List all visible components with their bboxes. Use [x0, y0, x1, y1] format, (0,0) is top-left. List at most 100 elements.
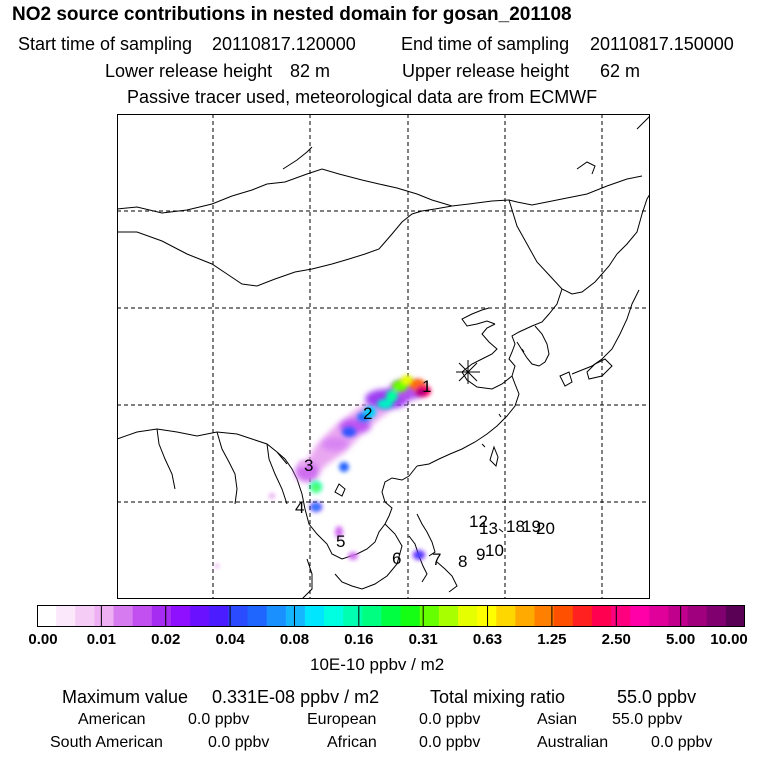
source-labels: 1 2 3 4 5 6 7 8 9 10 18 19 20 12 13	[295, 377, 555, 571]
colorbar-swatch	[534, 605, 555, 627]
colorbar-swatch	[37, 605, 57, 627]
source-label-6: 6	[392, 549, 401, 568]
source-label-1: 1	[422, 377, 431, 396]
concentration-colorbar	[36, 605, 746, 627]
colorbar-swatch	[113, 605, 134, 627]
colorbar-swatch	[496, 605, 516, 627]
colorbar-tick-label: 0.08	[279, 631, 310, 648]
colorbar-swatch	[515, 605, 536, 627]
colorbar-swatch	[343, 605, 363, 627]
coastlines	[117, 115, 650, 599]
total-mixing-value: 55.0 ppbv	[617, 687, 697, 707]
colorbar-tick-label: 10.00	[710, 631, 748, 648]
european-label: European	[307, 711, 377, 728]
source-label-5: 5	[336, 532, 345, 551]
end-time-label: End time of sampling	[401, 34, 570, 54]
colorbar-swatch	[649, 605, 669, 627]
colorbar-border	[37, 605, 745, 627]
colorbar-swatch	[630, 605, 650, 627]
colorbar-swatch	[190, 605, 210, 627]
no2-plume	[215, 375, 431, 568]
colorbar-swatch	[687, 605, 708, 627]
colorbar-swatch	[94, 605, 115, 627]
european-value: 0.0 ppbv	[419, 711, 481, 728]
colorbar-swatch	[304, 605, 325, 627]
colorbar-tick-label: 1.25	[537, 631, 567, 648]
south-american-value: 0.0 ppbv	[208, 734, 270, 751]
upper-height-value: 62 m	[600, 61, 641, 81]
colorbar-swatch	[457, 605, 478, 627]
receptor-marker	[456, 360, 480, 384]
source-label-20: 20	[536, 519, 555, 538]
colorbar-swatch	[706, 605, 727, 627]
colorbar-swatch	[438, 605, 459, 627]
nested-domain-map: 1 2 3 4 5 6 7 8 9 10 18 19 20 12 13	[117, 114, 650, 599]
upper-height-label: Upper release height	[402, 61, 570, 81]
colorbar-swatch	[611, 605, 631, 627]
source-label-2: 2	[363, 404, 372, 423]
map-frame	[117, 114, 650, 599]
colorbar-swatch	[56, 605, 76, 627]
colorbar-swatch	[132, 605, 153, 627]
asian-value: 55.0 ppbv	[612, 711, 683, 728]
start-time-value: 20110817.120000	[212, 34, 356, 54]
colorbar-swatch	[591, 605, 612, 627]
colorbar-swatch	[553, 605, 574, 627]
colorbar-tick-label: 2.50	[601, 631, 631, 648]
source-label-13: 13	[479, 519, 498, 538]
colorbar-swatch	[400, 605, 421, 627]
colorbar-swatch	[477, 605, 497, 627]
map-title: NO2 source contributions in nested domai…	[12, 4, 572, 25]
african-value: 0.0 ppbv	[419, 734, 481, 751]
source-label-8: 8	[458, 552, 467, 571]
australian-label: Australian	[537, 734, 609, 751]
colorbar-tick-label: 0.63	[472, 631, 503, 648]
source-label-9: 9	[476, 545, 485, 564]
colorbar-swatch	[151, 605, 172, 627]
colorbar-swatch	[572, 605, 593, 627]
colorbar-swatch	[419, 605, 440, 627]
colorbar-swatch	[170, 605, 191, 627]
source-label-18: 18	[506, 517, 525, 536]
source-label-19: 19	[522, 517, 541, 536]
start-time-label: Start time of sampling	[18, 34, 193, 54]
colorbar-swatch	[324, 605, 344, 627]
colorbar-tick-label: 0.16	[344, 631, 374, 648]
colorbar-swatch	[285, 605, 306, 627]
african-label: African	[327, 734, 377, 751]
colorbar-tick-label: 0.02	[151, 631, 181, 648]
american-label: American	[78, 711, 146, 728]
colorbar-swatch	[228, 605, 248, 627]
colorbar-swatch	[381, 605, 402, 627]
colorbar-swatch	[362, 605, 382, 627]
american-value: 0.0 ppbv	[188, 711, 250, 728]
source-label-7: 7	[432, 550, 441, 569]
colorbar-swatch	[266, 605, 287, 627]
colorbar-swatch	[209, 605, 229, 627]
lower-height-value: 82 m	[290, 61, 331, 81]
source-label-10: 10	[485, 541, 504, 560]
lower-height-label: Lower release height	[105, 61, 273, 81]
colorbar-swatch	[75, 605, 95, 627]
source-label-12: 12	[469, 512, 488, 531]
source-label-3: 3	[304, 456, 313, 475]
colorbar-tick-label: 0.01	[86, 631, 116, 648]
colorbar-svg	[36, 605, 746, 627]
colorbar-swatch	[668, 605, 689, 627]
max-value: 0.331E-08 ppbv / m2	[212, 687, 380, 707]
asian-label: Asian	[537, 711, 578, 728]
colorbar-unit: 10E-10 ppbv / m2	[310, 655, 445, 674]
colorbar-swatch	[247, 605, 268, 627]
colorbar-tick-label: 0.31	[408, 631, 438, 648]
colorbar-tick-label: 0.04	[215, 631, 245, 648]
australian-value: 0.0 ppbv	[651, 734, 713, 751]
source-label-4: 4	[295, 498, 304, 517]
colorbar-tick-label: 0.00	[28, 631, 58, 648]
total-mixing-label: Total mixing ratio	[430, 687, 566, 707]
lat-lon-grid	[117, 114, 650, 599]
tracer-note: Passive tracer used, meteorological data…	[127, 87, 598, 107]
max-value-label: Maximum value	[62, 687, 189, 707]
end-time-value: 20110817.150000	[590, 34, 734, 54]
colorbar-swatch	[725, 605, 746, 627]
colorbar-tick-label: 5.00	[666, 631, 696, 648]
